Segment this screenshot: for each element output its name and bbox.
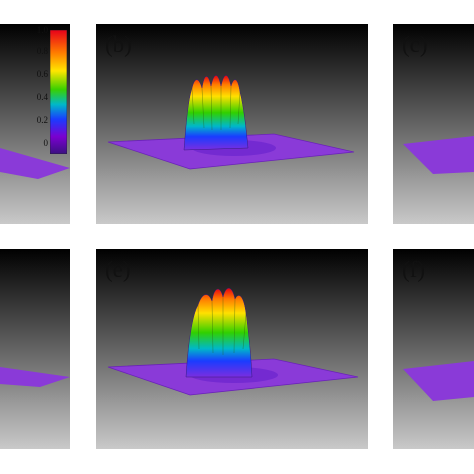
colorbar-tick: 0.4: [36, 92, 48, 102]
panel-label: (e): [105, 257, 131, 282]
colorbar-tick: 1.0: [36, 25, 48, 35]
colorbar-tick: 0.6: [36, 69, 48, 79]
panel-label: (b): [105, 32, 132, 57]
panel-label: (c): [402, 32, 428, 57]
colorbar: [50, 30, 67, 154]
colorbar-tick: 0.2: [36, 115, 48, 125]
panel-c: (c): [393, 24, 474, 224]
panel-d: [0, 249, 70, 449]
panel-a: 1.0 0.8 0.6 0.4 0.2 0: [0, 24, 70, 224]
panel-label: (f): [402, 257, 425, 282]
panel-f: (f): [393, 249, 474, 449]
colorbar-tick: 0.8: [36, 46, 48, 56]
colorbar-tick: 0: [43, 138, 49, 148]
panel-e: (e): [96, 249, 368, 449]
panel-b: (b): [96, 24, 368, 224]
